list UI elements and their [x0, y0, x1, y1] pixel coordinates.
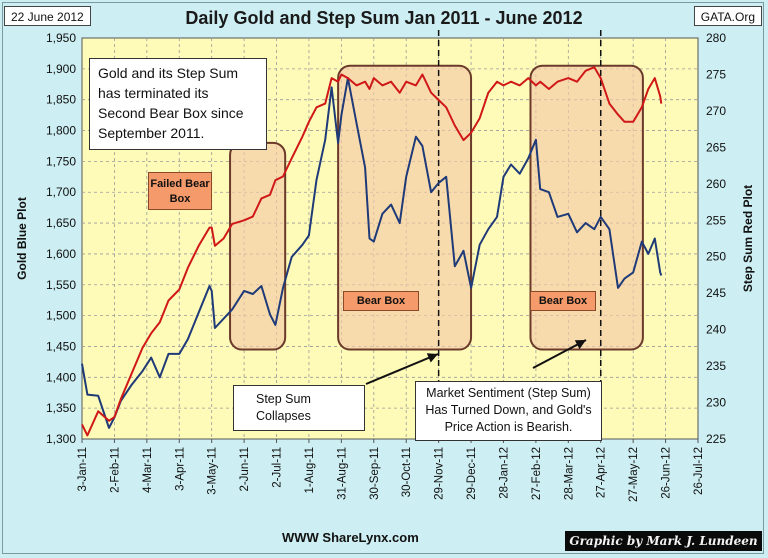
left-tick-label: 1,900: [46, 62, 76, 76]
right-tick-label: 280: [706, 31, 726, 45]
left-tick-label: 1,350: [46, 401, 76, 415]
right-tick-label: 260: [706, 177, 726, 191]
left-tick-label: 1,800: [46, 124, 76, 138]
x-tick-label: 27-May-12: [628, 447, 640, 502]
x-tick-label: 30-Oct-11: [401, 447, 413, 497]
left-tick-label: 1,850: [46, 93, 76, 107]
right-tick-label: 230: [706, 396, 726, 410]
right-tick-label: 265: [706, 140, 726, 154]
bear-box-3: [529, 64, 644, 351]
left-tick-label: 1,700: [46, 185, 76, 199]
right-tick-label: 275: [706, 67, 726, 81]
x-tick-label: 3-May-11: [207, 447, 219, 495]
x-tick-label: 28-Jan-12: [498, 447, 510, 499]
footer-website: WWW ShareLynx.com: [282, 530, 419, 545]
footer-credit: Graphic by Mark J. Lundeen: [565, 531, 762, 551]
right-tick-label: 245: [706, 286, 726, 300]
step-sum-note: Step Sum Collapses: [233, 385, 365, 431]
left-tick-label: 1,950: [46, 31, 76, 45]
x-tick-label: 2-Jun-11: [239, 447, 251, 492]
right-tick-label: 225: [706, 432, 726, 446]
x-tick-label: 2-Jul-11: [272, 447, 284, 488]
right-tick-label: 240: [706, 323, 726, 337]
bear-box-label-1: Bear Box: [343, 291, 419, 311]
x-tick-label: 28-Mar-12: [563, 447, 575, 500]
left-axis-label: Gold Blue Plot: [15, 197, 29, 280]
x-tick-label: 31-Aug-11: [336, 447, 348, 500]
x-tick-label: 26-Jun-12: [661, 447, 673, 499]
step-sum-arrow-shaft: [365, 353, 439, 385]
x-tick-label: 29-Nov-11: [434, 447, 446, 500]
left-tick-label: 1,500: [46, 309, 76, 323]
step-sum-arrow-head: [426, 353, 438, 363]
source-label: GATA.Org: [693, 6, 762, 26]
x-tick-label: 4-Mar-11: [142, 447, 154, 493]
failed-bear-box-label: Failed Bear Box: [148, 172, 212, 210]
right-tick-label: 255: [706, 213, 726, 227]
left-tick-label: 1,750: [46, 154, 76, 168]
left-tick-label: 1,650: [46, 216, 76, 230]
right-tick-label: 250: [706, 250, 726, 264]
sentiment-note: Market Sentiment (Step Sum) Has Turned D…: [415, 381, 602, 441]
gold-line: [81, 77, 663, 429]
x-tick-label: 30-Sep-11: [369, 447, 381, 500]
left-tick-label: 1,300: [46, 432, 76, 446]
bear-box-2: [337, 64, 473, 351]
chart-title: Daily Gold and Step Sum Jan 2011 - June …: [185, 8, 583, 28]
top-note: Gold and its Step Sum has terminated its…: [89, 58, 267, 150]
x-tick-label: 2-Feb-11: [109, 447, 121, 493]
x-tick-label: 26-Jul-12: [693, 447, 705, 495]
right-tick-label: 235: [706, 359, 726, 373]
x-tick-label: 29-Dec-11: [466, 447, 478, 500]
x-tick-label: 27-Feb-12: [531, 447, 543, 500]
left-tick-label: 1,550: [46, 278, 76, 292]
right-axis-label: Step Sum Red Plot: [741, 185, 755, 292]
x-tick-label: 3-Apr-11: [174, 447, 186, 491]
sentiment-arrow-head: [574, 340, 586, 350]
left-tick-label: 1,400: [46, 370, 76, 384]
bear-box-label-2: Bear Box: [530, 291, 596, 311]
date-label: 22 June 2012: [4, 6, 91, 26]
left-tick-label: 1,450: [46, 339, 76, 353]
left-tick-label: 1,600: [46, 247, 76, 261]
step-sum-line: [81, 66, 663, 437]
x-tick-label: 27-Apr-12: [596, 447, 608, 498]
right-tick-label: 270: [706, 104, 726, 118]
x-tick-label: 1-Aug-11: [304, 447, 316, 493]
x-tick-label: 3-Jan-11: [77, 447, 89, 492]
